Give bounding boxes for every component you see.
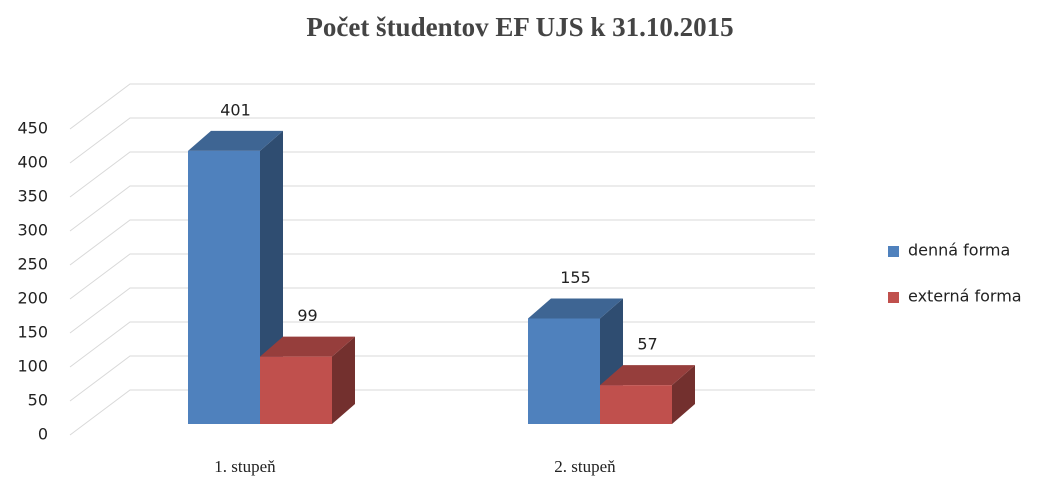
y-tick-label: 250 [17,255,48,274]
grid-line [69,287,815,334]
grid-line [69,151,815,198]
grid-line [69,355,815,402]
bar [188,130,283,424]
grid-line [69,117,815,164]
bar-side [332,336,355,424]
grid-line [69,219,815,266]
bar-top [188,130,283,151]
y-tick-label: 0 [38,425,48,444]
grid-line [69,253,815,300]
bar-front [188,150,260,424]
y-tick-label: 400 [17,153,48,172]
grid-line [69,83,815,130]
data-label: 401 [220,100,251,119]
data-label: 57 [637,335,657,354]
y-tick-label: 350 [17,187,48,206]
bar-front [260,356,332,424]
data-label: 99 [297,306,317,325]
legend-swatch [888,246,899,257]
y-tick-label: 150 [17,323,48,342]
bar [600,365,695,424]
bar-front [528,318,600,424]
y-tick-label: 450 [17,119,48,138]
x-tick-label: 2. stupeň [554,457,616,476]
y-tick-label: 200 [17,289,48,308]
bar-top [260,336,355,357]
y-tick-label: 50 [28,391,48,410]
grid-line [69,389,815,436]
bar-front [600,385,672,424]
y-tick-label: 100 [17,357,48,376]
x-tick-label: 1. stupeň [214,457,276,476]
bar-top [528,298,623,319]
grid-line [69,185,815,232]
data-label: 155 [560,268,591,287]
y-tick-label: 300 [17,221,48,240]
legend-swatch [888,292,899,303]
bar-side [672,365,695,424]
legend-label: denná forma [908,241,1010,260]
legend-label: externá forma [908,287,1022,306]
grid-line [69,321,815,368]
bar-top [600,365,695,386]
bar [260,336,355,424]
chart-title: Počet študentov EF UJS k 31.10.2015 [306,12,733,42]
